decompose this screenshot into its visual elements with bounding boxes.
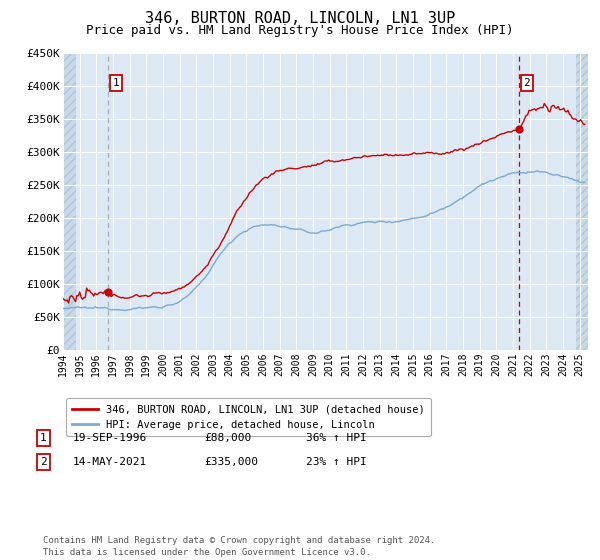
Text: £335,000: £335,000 — [204, 457, 258, 467]
Text: 14-MAY-2021: 14-MAY-2021 — [73, 457, 148, 467]
Text: 2: 2 — [523, 78, 530, 88]
Bar — [63, 53, 76, 350]
Text: Contains HM Land Registry data © Crown copyright and database right 2024.
This d: Contains HM Land Registry data © Crown c… — [43, 536, 436, 557]
Text: 2: 2 — [40, 457, 47, 467]
Text: Price paid vs. HM Land Registry's House Price Index (HPI): Price paid vs. HM Land Registry's House … — [86, 24, 514, 36]
Point — [104, 287, 113, 296]
Text: 36% ↑ HPI: 36% ↑ HPI — [306, 433, 367, 443]
Text: 1: 1 — [113, 78, 119, 88]
Text: 19-SEP-1996: 19-SEP-1996 — [73, 433, 148, 443]
Text: 1: 1 — [40, 433, 47, 443]
Legend: 346, BURTON ROAD, LINCOLN, LN1 3UP (detached house), HPI: Average price, detache: 346, BURTON ROAD, LINCOLN, LN1 3UP (deta… — [65, 398, 431, 436]
Text: 346, BURTON ROAD, LINCOLN, LN1 3UP: 346, BURTON ROAD, LINCOLN, LN1 3UP — [145, 11, 455, 26]
Bar — [575, 53, 588, 350]
Text: 23% ↑ HPI: 23% ↑ HPI — [306, 457, 367, 467]
Text: £88,000: £88,000 — [204, 433, 251, 443]
Point — [514, 124, 524, 133]
